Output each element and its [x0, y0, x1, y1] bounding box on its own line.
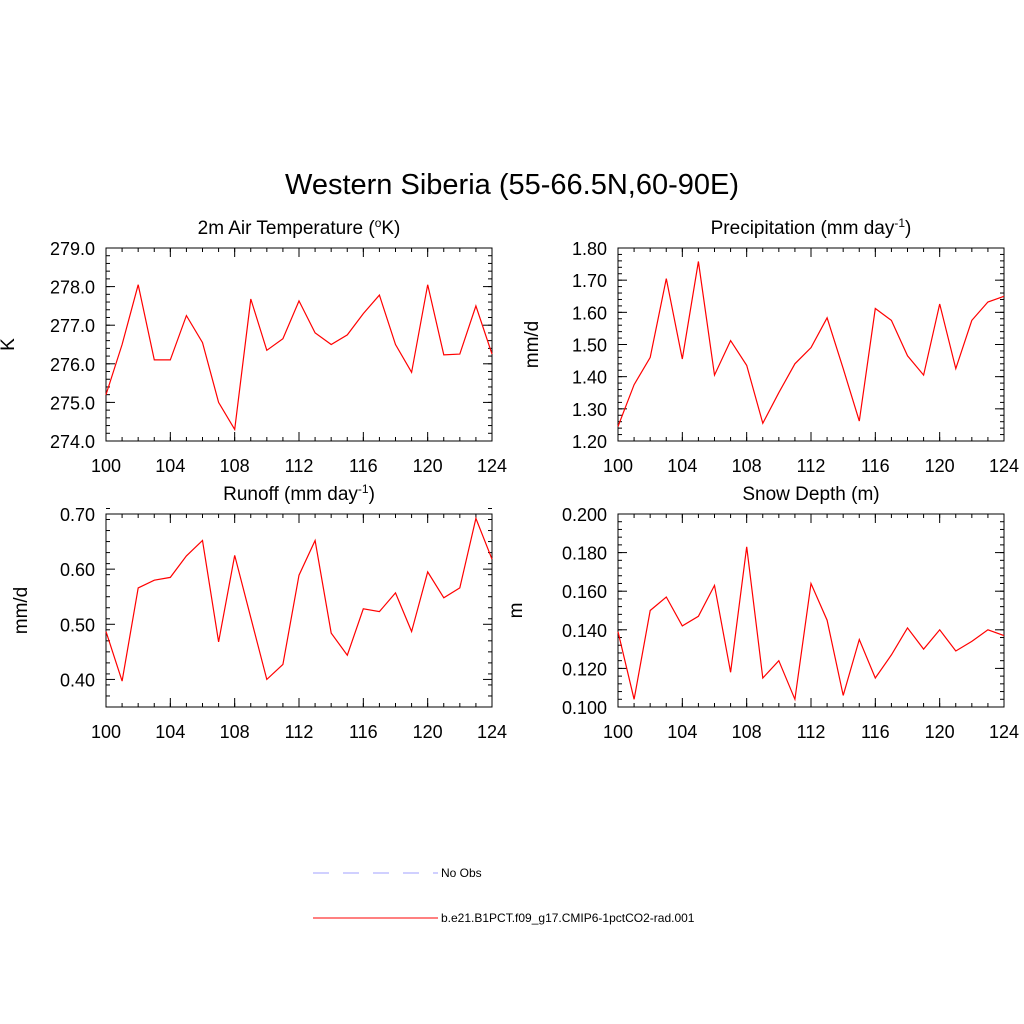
y-tick-label: 1.60 [572, 303, 607, 323]
y-tick-label: 0.120 [562, 659, 607, 679]
y-tick-label: 1.70 [572, 271, 607, 291]
x-tick-label: 120 [413, 722, 443, 742]
x-tick-label: 100 [603, 456, 633, 476]
x-tick-label: 124 [477, 722, 507, 742]
x-tick-label: 100 [603, 722, 633, 742]
x-tick-label: 116 [861, 722, 890, 742]
chart-panel-1: 2m Air Temperature (oK) 100 104 108 112 116 12… [0, 216, 507, 476]
x-tick-label: 108 [732, 456, 762, 476]
plot-frame [105, 513, 493, 708]
x-tick-label: 124 [989, 722, 1019, 742]
y-tick-label: 1.40 [572, 368, 607, 388]
y-tick-label: 276.0 [50, 355, 95, 375]
y-tick-label: 0.50 [60, 615, 95, 635]
x-tick-label: 104 [155, 722, 185, 742]
panel-title: Runoff (mm day-1) [223, 482, 375, 505]
y-tick-label: 277.0 [50, 316, 95, 336]
legend-label-1: No Obs [441, 866, 482, 880]
y-tick-label: 279.0 [50, 239, 95, 259]
x-tick-label: 112 [797, 722, 826, 742]
x-tick-label: 112 [797, 456, 826, 476]
y-axis-label: m [506, 603, 527, 619]
x-tick-label: 120 [413, 456, 443, 476]
plot-frame [617, 513, 1005, 708]
x-tick-label: 108 [220, 722, 250, 742]
page-title: Western Siberia (55-66.5N,60-90E) [285, 169, 739, 201]
x-tick-label: 120 [925, 722, 955, 742]
x-tick-label: 116 [349, 722, 378, 742]
panel-title: 2m Air Temperature (oK) [198, 216, 401, 239]
plot-frame [105, 247, 493, 442]
y-tick-label: 0.180 [562, 544, 607, 564]
y-tick-label: 278.0 [50, 278, 95, 298]
x-tick-label: 100 [91, 722, 121, 742]
x-tick-label: 112 [285, 722, 314, 742]
series-line [105, 516, 493, 682]
x-tick-label: 104 [155, 456, 185, 476]
x-tick-label: 100 [91, 456, 121, 476]
y-tick-label: 0.100 [562, 698, 607, 718]
x-tick-label: 124 [989, 456, 1019, 476]
chart-panel-2: Precipitation (mm day-1) 100 104 108 112 116 1… [522, 216, 1019, 476]
y-tick-label: 275.0 [50, 393, 95, 413]
y-tick-label: 1.80 [572, 239, 607, 259]
x-tick-label: 112 [285, 456, 314, 476]
x-tick-label: 108 [220, 456, 250, 476]
panel-title: Snow Depth (m) [742, 484, 879, 505]
y-axis-label: K [0, 338, 19, 351]
chart-panel-4: Snow Depth (m) 100 104 108 112 116 120 124 0.100… [506, 484, 1019, 742]
y-tick-label: 1.50 [572, 336, 607, 356]
y-tick-label: 1.30 [572, 400, 607, 420]
y-tick-label: 0.60 [60, 560, 95, 580]
panels: 2m Air Temperature (oK) 100 104 108 112 116 12… [0, 216, 1019, 742]
chart-panel-3: Runoff (mm day-1) 100 104 108 112 116 120 124 0.… [11, 482, 507, 742]
y-tick-label: 0.200 [562, 505, 607, 525]
y-tick-label: 0.160 [562, 582, 607, 602]
x-tick-label: 116 [861, 456, 890, 476]
legend: No Obs b.e21.B1PCT.f09_g17.CMIP6-1pctCO2-… [313, 866, 695, 925]
x-tick-label: 108 [732, 722, 762, 742]
x-tick-label: 104 [667, 456, 697, 476]
y-tick-label: 274.0 [50, 432, 95, 452]
series-line [617, 546, 1005, 702]
panel-title: Precipitation (mm day-1) [711, 216, 912, 239]
y-tick-label: 0.40 [60, 670, 95, 690]
y-axis-label: mm/d [11, 587, 32, 635]
series-line [617, 261, 1005, 427]
x-tick-label: 120 [925, 456, 955, 476]
legend-label-2: b.e21.B1PCT.f09_g17.CMIP6-1pctCO2-rad.00… [441, 911, 695, 925]
y-axis-label: mm/d [522, 321, 543, 369]
y-tick-label: 0.140 [562, 621, 607, 641]
x-tick-label: 116 [349, 456, 378, 476]
plot-frame [617, 247, 1005, 442]
series-line [105, 284, 493, 432]
x-tick-label: 104 [667, 722, 697, 742]
x-tick-label: 124 [477, 456, 507, 476]
y-tick-label: 0.70 [60, 505, 95, 525]
y-tick-label: 1.20 [572, 432, 607, 452]
